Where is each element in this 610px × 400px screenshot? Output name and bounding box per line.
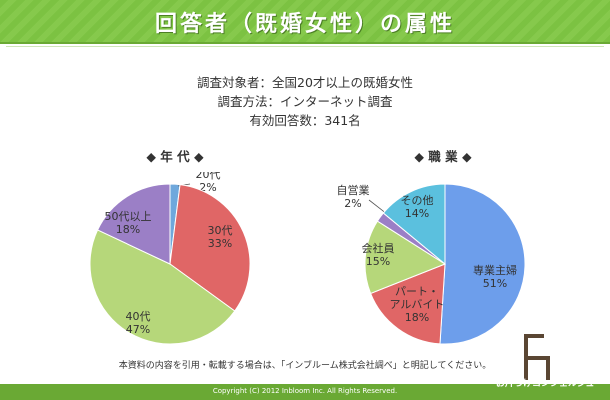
chair-icon (524, 334, 550, 380)
survey-method: 調査方法：インターネット調査 (217, 94, 393, 109)
brand-logo-text: お片づけコンシェルジュ (496, 379, 595, 389)
age-chart-title: ◆ 年 代 ◆ (146, 149, 204, 164)
job-chart-title: ◆ 職 業 ◆ (414, 149, 472, 164)
slice-label-1-0: 専業主婦 51% (473, 263, 517, 290)
pie-slice-1-0 (439, 183, 526, 345)
page-title: 回答者（既婚女性）の属性 (154, 12, 455, 37)
survey-responses: 有効回答数：341名 (249, 113, 361, 128)
copyright-text: Copyright (C) 2012 Inbloom Inc. All Righ… (212, 387, 398, 395)
footer-bar: Copyright (C) 2012 Inbloom Inc. All Righ… (0, 384, 610, 400)
slice-label-0-3: 50代以上 18% (105, 210, 152, 236)
slice-label-1-3: 自営業 2% (337, 183, 370, 210)
pie-slice-0-2 (89, 229, 236, 345)
pie-slice-0-3 (96, 183, 171, 265)
pie-slice-0-1 (169, 184, 251, 312)
slice-label-1-1: パート・アルバイト 18% (390, 285, 445, 324)
pie-slice-1-4 (382, 183, 446, 266)
slice-label-0-1: 30代 33% (208, 224, 233, 250)
slice-label-1-4: その他 14% (401, 194, 434, 220)
occupation-pie-chart: 専業主婦 51% パート・アルバイト 18% 会社員 15% 自営業 2% その他 14% (337, 183, 526, 345)
slice-label-0-0: 20代 2% (196, 172, 221, 194)
citation-note: 本資料の内容を引用・転載する場合は、「インブルーム株式会社調べ」と明記してくださ… (118, 361, 492, 371)
header-banner: 回答者（既婚女性）の属性 (0, 0, 610, 44)
pie-slice-1-2 (364, 220, 447, 295)
age-pie-chart: 20代 2% 30代 33% 40代 47% 50代以上 18% (89, 172, 251, 345)
survey-target: 調査対象者：全国20才以上の既婚女性 (197, 75, 413, 90)
slice-label-1-2: 会社員 15% (362, 241, 395, 268)
pie-slice-1-1 (369, 263, 446, 345)
header-divider (6, 46, 604, 47)
slice-label-0-2: 40代 47% (126, 310, 151, 336)
